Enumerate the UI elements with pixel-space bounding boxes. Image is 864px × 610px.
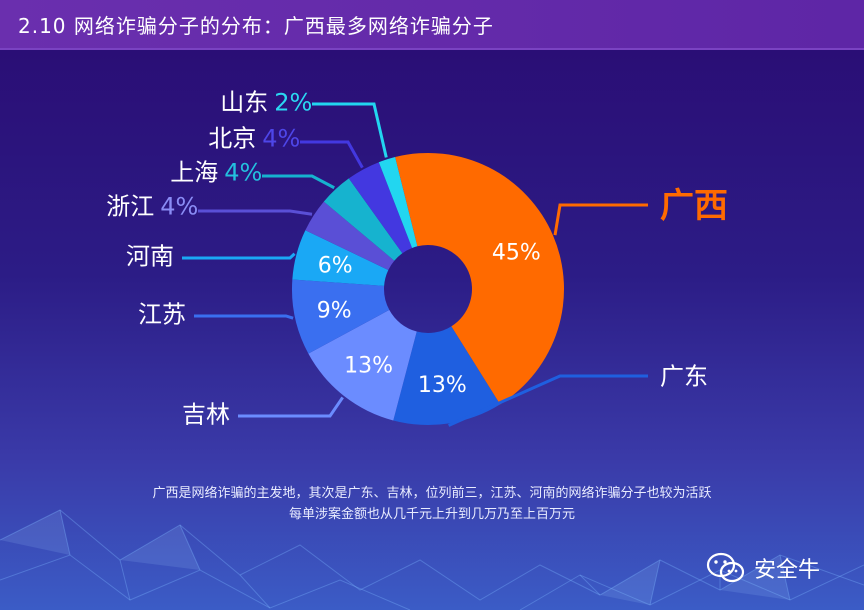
category-label: 北京 4% (208, 124, 300, 152)
pie-slice-3 (292, 279, 390, 354)
pie-slice-6 (323, 178, 403, 261)
category-label: 广西 (660, 186, 728, 226)
slice-value-label: 45% (492, 240, 541, 265)
category-label: 山东 2% (220, 88, 312, 116)
slice-value-label: 13% (344, 353, 393, 378)
caption-line-2: 每单涉案金额也从几千元上升到几万乃至上百万元 (288, 507, 575, 522)
category-label: 上海 4% (170, 158, 262, 186)
title-bar: 2.10 网络诈骗分子的分布：广西最多网络诈骗分子 (0, 0, 864, 50)
pie-slice-7 (348, 162, 413, 254)
leader-line (238, 396, 344, 418)
category-label: 吉林 (182, 400, 230, 428)
leader-line (194, 314, 294, 320)
slice-value-label: 13% (418, 373, 467, 398)
brand: 安全牛 (706, 551, 820, 585)
category-label: 广东 (660, 362, 708, 390)
leader-line (262, 174, 335, 190)
pie-slice-1 (393, 326, 501, 425)
pie-slice-8 (378, 157, 418, 248)
category-label: 浙江 4% (106, 192, 198, 220)
page-title: 2.10 网络诈骗分子的分布：广西最多网络诈骗分子 (18, 14, 494, 38)
pie-slice-4 (292, 230, 389, 286)
category-label: 江苏 (138, 300, 186, 328)
leader-line (182, 252, 296, 260)
slice-value-label: 9% (317, 298, 352, 323)
pie-slice-0 (395, 153, 564, 405)
pie-slice-5 (305, 201, 395, 270)
leader-line (448, 374, 648, 427)
wechat-icon (706, 552, 745, 583)
pie-slice-2 (308, 309, 417, 421)
brand-name: 安全牛 (754, 558, 821, 583)
leader-line (553, 203, 648, 236)
category-label: 河南 (126, 242, 174, 270)
slice-value-label: 6% (318, 253, 353, 278)
leader-line (198, 209, 313, 216)
caption-line-1: 广西是网络诈骗的主发地，其次是广东、吉林，位列前三，江苏、河南的网络诈骗分子也较… (152, 486, 712, 501)
leader-line (300, 140, 364, 169)
leader-line (312, 102, 388, 158)
